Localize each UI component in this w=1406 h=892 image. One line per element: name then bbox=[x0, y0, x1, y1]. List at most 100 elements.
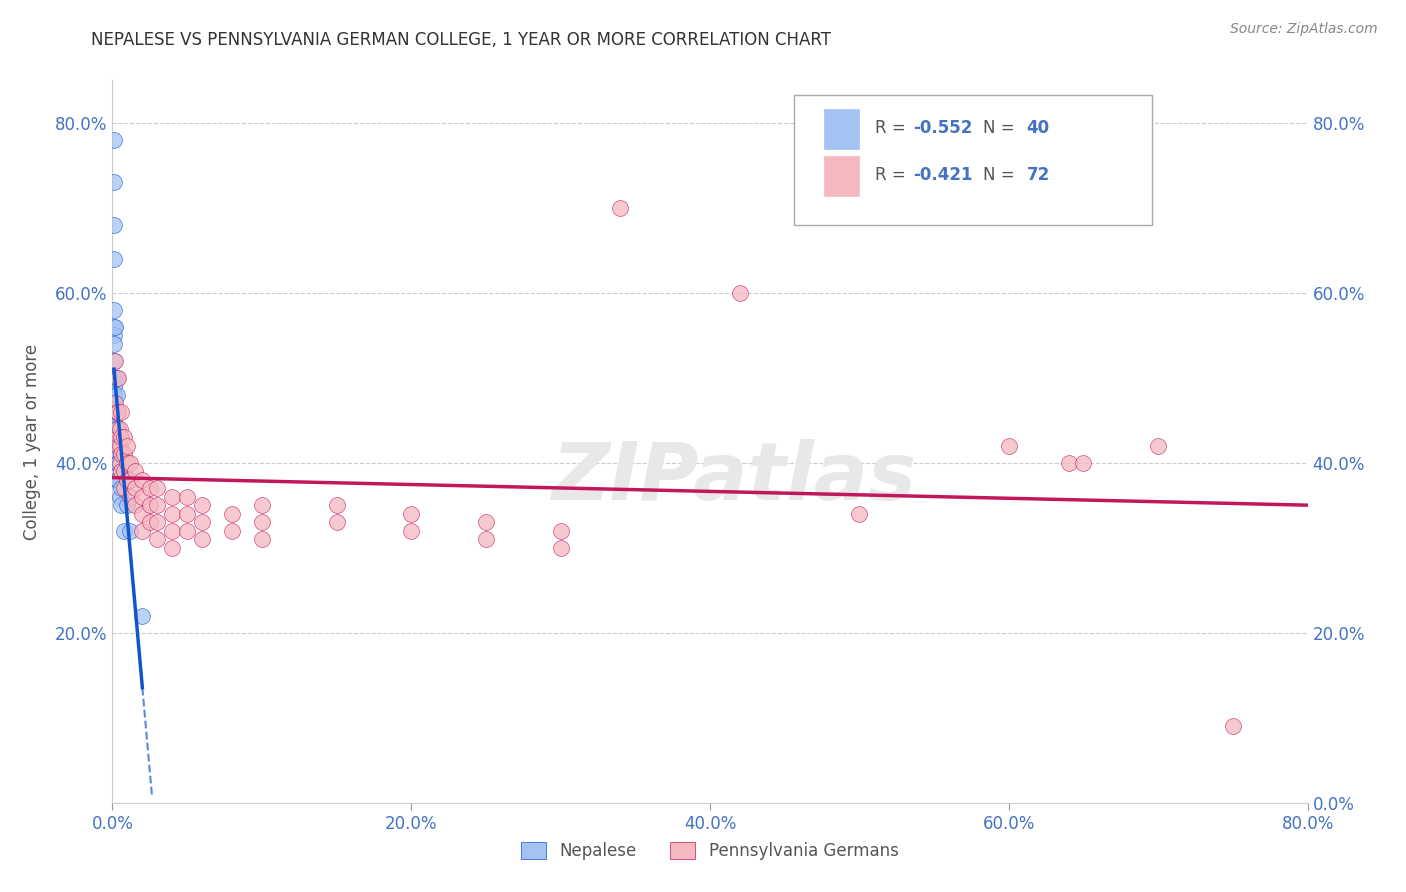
Point bbox=[107, 456, 129, 470]
Point bbox=[107, 473, 129, 487]
Point bbox=[146, 498, 169, 512]
Point bbox=[1222, 719, 1244, 733]
Text: N =: N = bbox=[983, 166, 1019, 184]
Point bbox=[107, 422, 129, 436]
Point bbox=[146, 481, 169, 495]
Point bbox=[162, 541, 183, 555]
Point bbox=[105, 456, 128, 470]
Y-axis label: College, 1 year or more: College, 1 year or more bbox=[24, 343, 41, 540]
Point bbox=[108, 439, 131, 453]
Point bbox=[131, 524, 153, 538]
Point bbox=[108, 456, 131, 470]
Point bbox=[114, 430, 135, 444]
Point bbox=[110, 464, 132, 478]
Point bbox=[131, 473, 153, 487]
Text: ZIPatlas: ZIPatlas bbox=[551, 439, 917, 516]
Point bbox=[401, 507, 423, 521]
Point bbox=[120, 490, 142, 504]
Text: 40: 40 bbox=[1026, 119, 1050, 137]
Point bbox=[103, 302, 125, 317]
Point bbox=[103, 413, 125, 427]
Point bbox=[117, 456, 139, 470]
Point bbox=[325, 516, 347, 530]
Point bbox=[104, 353, 127, 368]
Point bbox=[104, 319, 127, 334]
Point bbox=[848, 507, 870, 521]
Point bbox=[103, 252, 125, 266]
Point bbox=[191, 533, 214, 547]
Point bbox=[550, 541, 572, 555]
Point bbox=[105, 430, 128, 444]
Legend: Nepalese, Pennsylvania Germans: Nepalese, Pennsylvania Germans bbox=[515, 835, 905, 867]
Point bbox=[124, 464, 146, 478]
Text: -0.552: -0.552 bbox=[914, 119, 973, 137]
Point bbox=[114, 464, 135, 478]
Point bbox=[105, 388, 128, 402]
Point bbox=[103, 447, 125, 461]
Point bbox=[117, 439, 139, 453]
Point bbox=[105, 371, 128, 385]
Point bbox=[146, 533, 169, 547]
Point bbox=[103, 388, 125, 402]
Point bbox=[176, 524, 198, 538]
Point bbox=[103, 405, 125, 419]
Point bbox=[103, 319, 125, 334]
Text: -0.421: -0.421 bbox=[914, 166, 973, 184]
Point bbox=[1057, 456, 1080, 470]
Point bbox=[107, 405, 129, 419]
Point bbox=[176, 490, 198, 504]
Point bbox=[103, 336, 125, 351]
Point bbox=[131, 507, 153, 521]
Text: Source: ZipAtlas.com: Source: ZipAtlas.com bbox=[1230, 22, 1378, 37]
Point bbox=[103, 133, 125, 147]
Point bbox=[250, 533, 273, 547]
Point bbox=[221, 524, 243, 538]
Point bbox=[103, 371, 125, 385]
Point bbox=[139, 481, 162, 495]
Point bbox=[104, 396, 127, 410]
Point bbox=[250, 516, 273, 530]
Point bbox=[162, 490, 183, 504]
Point bbox=[221, 507, 243, 521]
Point bbox=[105, 405, 128, 419]
Point bbox=[110, 498, 132, 512]
Point bbox=[105, 447, 128, 461]
Point bbox=[107, 439, 129, 453]
Point bbox=[120, 524, 142, 538]
Point bbox=[131, 608, 153, 623]
Point bbox=[325, 498, 347, 512]
Point bbox=[103, 218, 125, 232]
Point bbox=[998, 439, 1021, 453]
Text: N =: N = bbox=[983, 119, 1019, 137]
Point bbox=[107, 439, 129, 453]
Point bbox=[609, 201, 631, 215]
Point bbox=[107, 430, 129, 444]
Point bbox=[103, 430, 125, 444]
Point bbox=[110, 447, 132, 461]
Point bbox=[146, 516, 169, 530]
Point bbox=[110, 481, 132, 495]
Point bbox=[105, 473, 128, 487]
Point bbox=[117, 498, 139, 512]
Bar bbox=[824, 109, 859, 149]
Point bbox=[107, 371, 129, 385]
Point bbox=[103, 439, 125, 453]
FancyBboxPatch shape bbox=[793, 95, 1153, 225]
Point bbox=[105, 422, 128, 436]
Point bbox=[162, 524, 183, 538]
Text: NEPALESE VS PENNSYLVANIA GERMAN COLLEGE, 1 YEAR OR MORE CORRELATION CHART: NEPALESE VS PENNSYLVANIA GERMAN COLLEGE,… bbox=[91, 31, 831, 49]
Point bbox=[105, 405, 128, 419]
Point bbox=[250, 498, 273, 512]
Point bbox=[728, 285, 751, 300]
Point bbox=[120, 456, 142, 470]
Text: R =: R = bbox=[875, 119, 911, 137]
Point bbox=[475, 533, 498, 547]
Point bbox=[103, 379, 125, 393]
Point bbox=[475, 516, 498, 530]
Point bbox=[191, 516, 214, 530]
Point bbox=[103, 371, 125, 385]
Point bbox=[103, 328, 125, 343]
Point bbox=[550, 524, 572, 538]
Point bbox=[117, 473, 139, 487]
Point bbox=[108, 490, 131, 504]
